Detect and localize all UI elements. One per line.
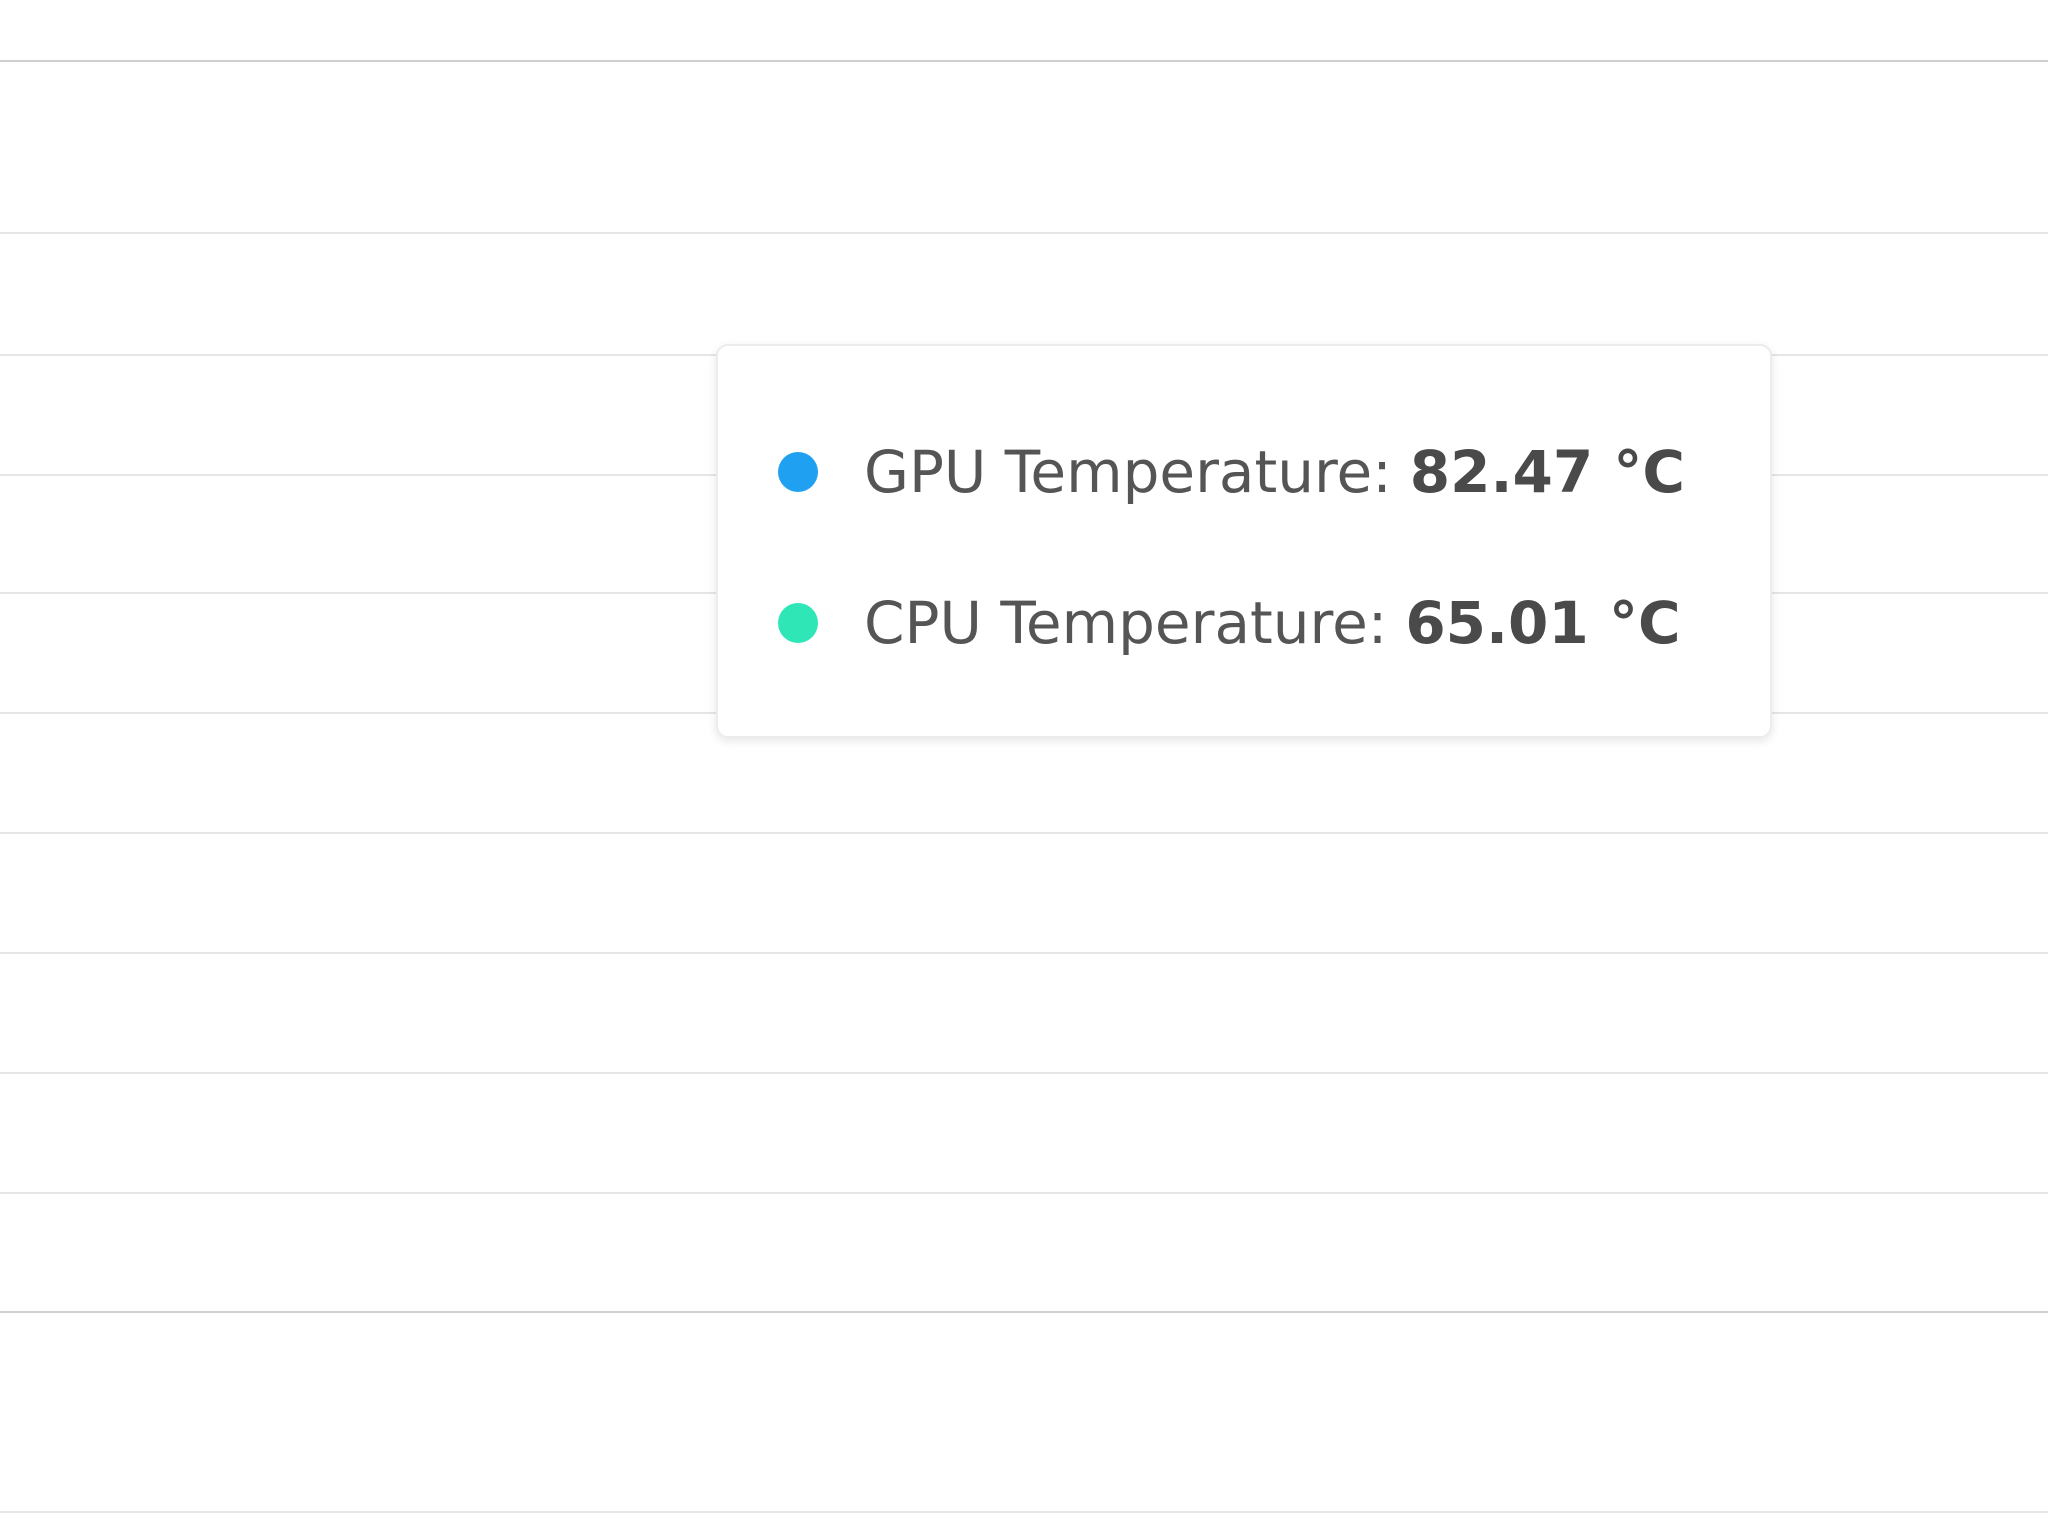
tooltip-cpu-dot: [778, 603, 818, 643]
tooltip-gpu-label: GPU Temperature:: [864, 438, 1392, 506]
tooltip-row-cpu: CPU Temperature: 65.01 °C: [778, 589, 1681, 657]
axes: 03:2003:20: [0, 60, 2048, 1313]
tooltip: GPU Temperature: 82.47 °C CPU Temperatur…: [716, 344, 1772, 738]
tooltip-gpu-dot: [778, 452, 818, 492]
tooltip-cpu-value: 65.01 °C: [1405, 589, 1681, 657]
tooltip-gpu-value: 82.47 °C: [1409, 438, 1685, 506]
tooltip-cpu-label: CPU Temperature:: [864, 589, 1388, 657]
tooltip-row-gpu: GPU Temperature: 82.47 °C: [778, 438, 1685, 506]
